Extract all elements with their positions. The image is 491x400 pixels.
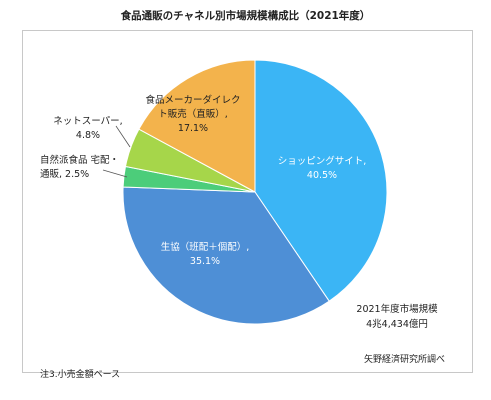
slice-label-line: 生協（班配＋個配）,: [161, 241, 250, 253]
slice-label-line: 35.1%: [190, 256, 220, 267]
slice-label-5: 食品メーカーダイレクト販売（直販）, 17.1%: [145, 94, 240, 134]
source-note: 矢野経済研究所調べ: [364, 355, 446, 365]
slice-label-line: 4.8%: [76, 130, 100, 141]
pie-slice-5: [138, 59, 256, 193]
pie-slice-2: [122, 186, 330, 325]
slice-label-4: ネットスーパー, 4.8%: [53, 116, 122, 141]
chart-title: 食品通販のチャネル別市場規模構成比（2021年度）: [120, 10, 371, 22]
slice-label-line: 17.1%: [178, 123, 208, 134]
market-size-line: 2021年度市場規模: [356, 303, 438, 315]
chart-frame: [22, 30, 473, 373]
slice-label-line: 通販, 2.5%: [40, 168, 89, 180]
pie-slice-1: [254, 59, 388, 302]
slice-label-line: ト販売（直販）,: [158, 108, 228, 120]
slice-label-3: 自然派食品 宅配・通販, 2.5%: [40, 154, 119, 180]
market-size-line: 4兆4,434億円: [366, 318, 428, 330]
slice-label-line: 自然派食品 宅配・: [40, 154, 119, 166]
slice-label-line: 40.5%: [307, 170, 337, 181]
leader-line-4: [115, 125, 131, 148]
leader-line-3: [102, 169, 128, 178]
market-size-label: 2021年度市場規模 4兆4,434億円: [356, 303, 438, 330]
slice-label-1: ショッピングサイト, 40.5%: [278, 155, 367, 181]
slice-label-line: ネットスーパー,: [53, 116, 122, 127]
footnote: 注3.小売金額ベース: [40, 370, 121, 380]
slice-label-2: 生協（班配＋個配）, 35.1%: [161, 241, 250, 267]
slice-label-line: 食品メーカーダイレク: [145, 94, 240, 106]
slice-label-line: ショッピングサイト,: [278, 155, 367, 167]
